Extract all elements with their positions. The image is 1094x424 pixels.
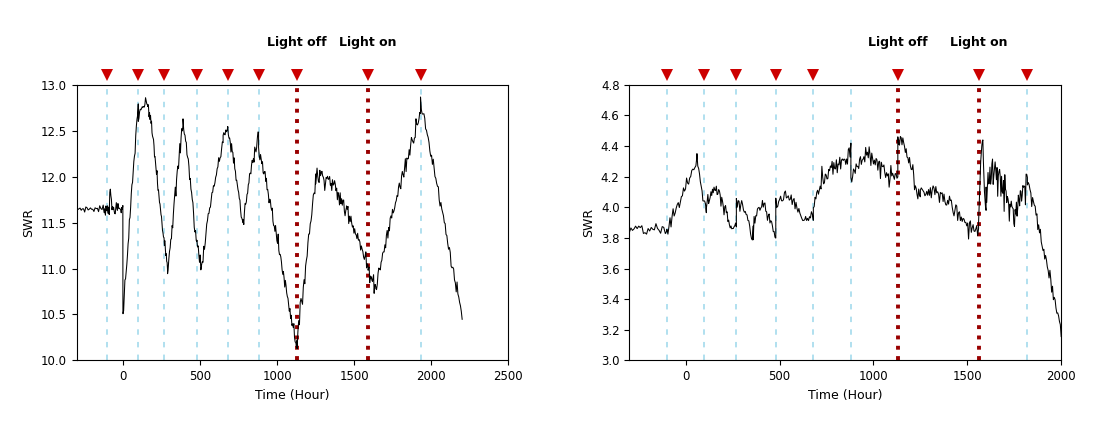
X-axis label: Time (Hour): Time (Hour): [808, 389, 883, 402]
Text: Light off: Light off: [868, 36, 928, 49]
Y-axis label: SWR: SWR: [22, 208, 35, 237]
Text: Light on: Light on: [339, 36, 397, 49]
X-axis label: Time (Hour): Time (Hour): [255, 389, 329, 402]
Y-axis label: SWR: SWR: [582, 208, 595, 237]
Text: Light on: Light on: [950, 36, 1008, 49]
Text: Light off: Light off: [267, 36, 327, 49]
